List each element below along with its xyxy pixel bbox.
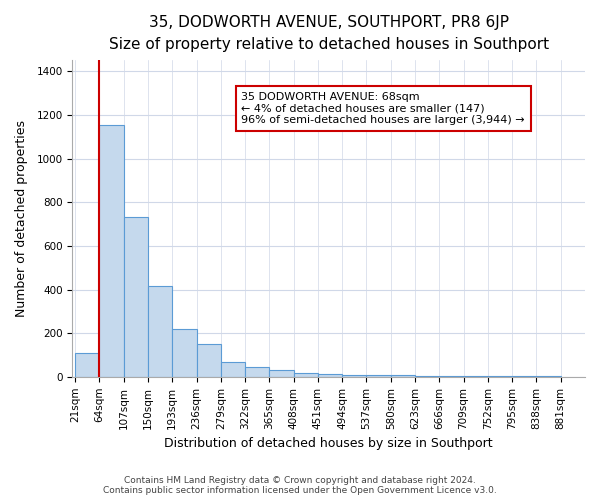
Bar xyxy=(221,362,245,377)
Bar xyxy=(245,367,269,377)
Y-axis label: Number of detached properties: Number of detached properties xyxy=(15,120,28,317)
Bar xyxy=(318,374,342,377)
Bar xyxy=(75,353,100,377)
Text: Contains HM Land Registry data © Crown copyright and database right 2024.
Contai: Contains HM Land Registry data © Crown c… xyxy=(103,476,497,495)
Bar xyxy=(100,124,124,377)
Bar xyxy=(415,376,439,377)
Bar xyxy=(269,370,293,377)
Bar xyxy=(536,376,561,377)
Bar xyxy=(367,374,391,377)
Bar xyxy=(197,344,221,377)
Title: 35, DODWORTH AVENUE, SOUTHPORT, PR8 6JP
Size of property relative to detached ho: 35, DODWORTH AVENUE, SOUTHPORT, PR8 6JP … xyxy=(109,15,549,52)
Bar xyxy=(439,376,464,377)
X-axis label: Distribution of detached houses by size in Southport: Distribution of detached houses by size … xyxy=(164,437,493,450)
Bar xyxy=(342,374,367,377)
Bar xyxy=(391,374,415,377)
Bar xyxy=(488,376,512,377)
Text: 35 DODWORTH AVENUE: 68sqm
← 4% of detached houses are smaller (147)
96% of semi-: 35 DODWORTH AVENUE: 68sqm ← 4% of detach… xyxy=(241,92,525,125)
Bar xyxy=(124,218,148,377)
Bar xyxy=(172,329,197,377)
Bar xyxy=(148,286,172,377)
Bar xyxy=(512,376,536,377)
Bar xyxy=(293,373,318,377)
Bar xyxy=(464,376,488,377)
